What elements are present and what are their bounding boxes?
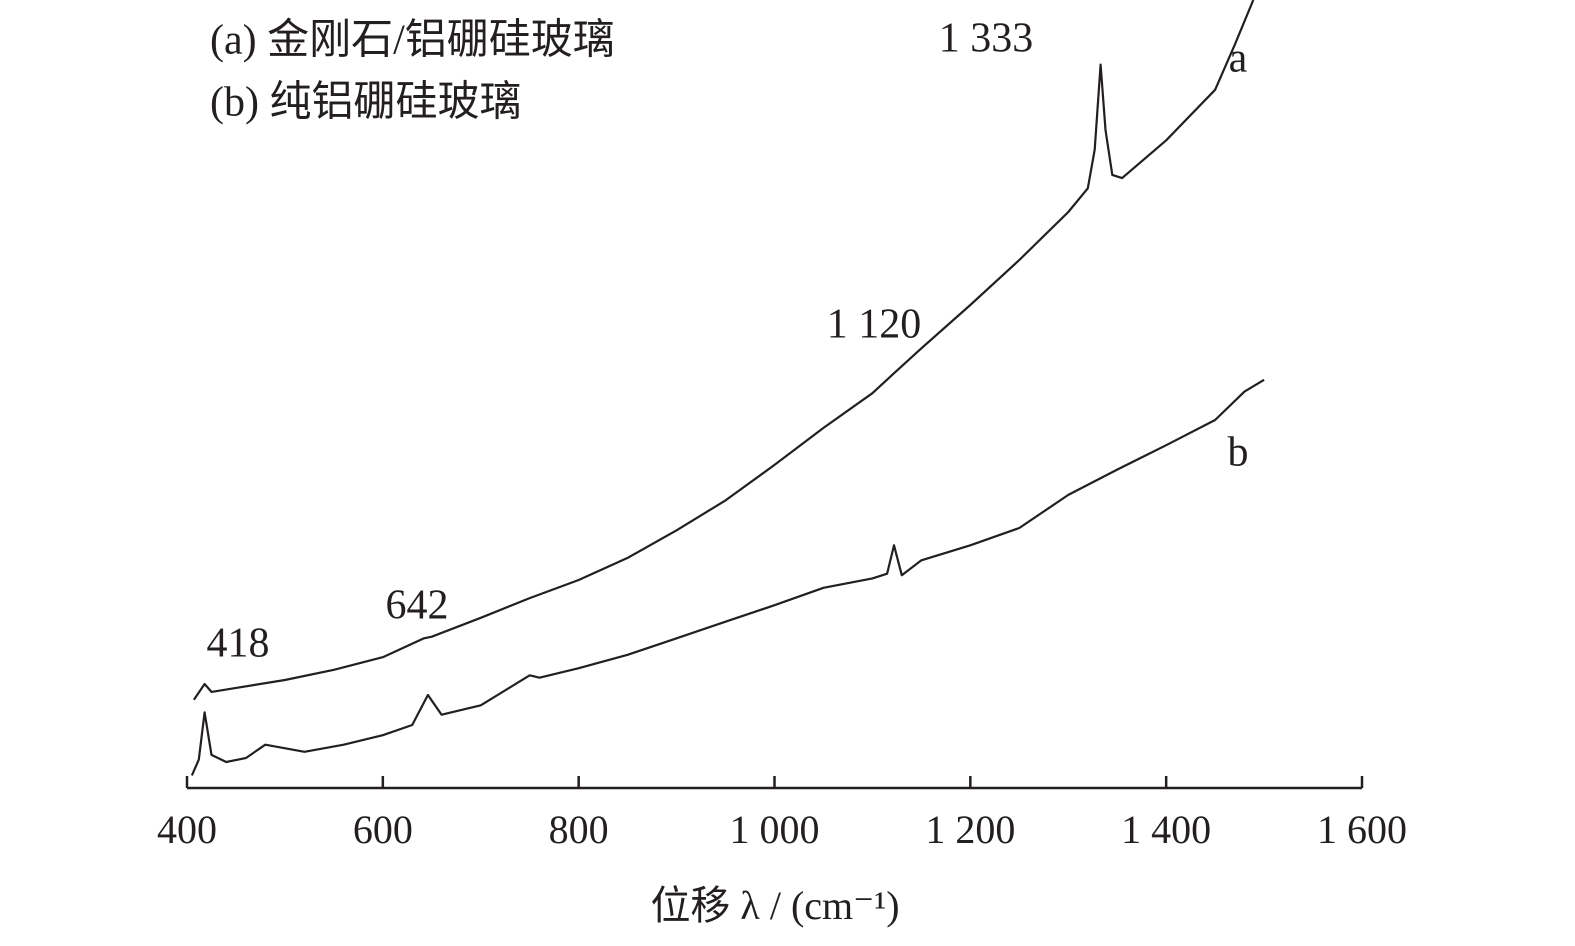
x-axis-label: 位移 λ / (cm⁻¹) [650, 883, 899, 928]
x-tick-label: 1 400 [1121, 807, 1211, 852]
legend-entry: (b) 纯铝硼硅玻璃 [210, 80, 521, 126]
legend-entry: (a) 金刚石/铝硼硅玻璃 [210, 17, 615, 64]
x-tick-label: 400 [157, 807, 217, 852]
peak-annotation: 1 333 [939, 16, 1034, 62]
peak-annotation: 418 [207, 621, 270, 667]
x-tick-label: 1 600 [1317, 807, 1407, 852]
series-line [192, 0, 1255, 701]
x-tick-label: 1 200 [925, 807, 1015, 852]
peak-annotation: 1 120 [827, 302, 922, 348]
series-label: a [1229, 36, 1248, 82]
x-tick-label: 600 [353, 807, 413, 852]
x-tick-label: 1 000 [730, 807, 820, 852]
series-line [190, 378, 1265, 776]
peak-annotation: 642 [386, 583, 449, 629]
series-label: b [1228, 430, 1249, 476]
x-tick-label: 800 [549, 807, 609, 852]
